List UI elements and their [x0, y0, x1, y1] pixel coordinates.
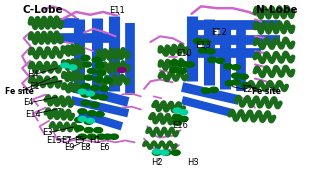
- Circle shape: [209, 87, 218, 92]
- Circle shape: [152, 150, 161, 155]
- Circle shape: [99, 95, 107, 100]
- Circle shape: [61, 63, 69, 68]
- Text: E1: E1: [30, 82, 40, 91]
- Circle shape: [186, 62, 195, 67]
- Circle shape: [232, 73, 241, 78]
- Circle shape: [198, 48, 207, 53]
- Circle shape: [232, 65, 241, 70]
- Text: E2: E2: [242, 85, 252, 94]
- Circle shape: [232, 80, 241, 85]
- Circle shape: [84, 128, 93, 133]
- Circle shape: [162, 150, 171, 155]
- Text: H2: H2: [151, 159, 163, 167]
- Text: E11: E11: [109, 5, 125, 15]
- Circle shape: [81, 83, 90, 89]
- Circle shape: [84, 119, 93, 124]
- Circle shape: [91, 85, 100, 91]
- Circle shape: [78, 116, 86, 121]
- Text: E6: E6: [99, 143, 110, 153]
- Circle shape: [91, 102, 100, 107]
- Text: E8: E8: [80, 143, 91, 153]
- Circle shape: [173, 114, 182, 120]
- Circle shape: [224, 64, 233, 69]
- Circle shape: [171, 150, 180, 155]
- Text: H4: H4: [27, 70, 39, 79]
- Circle shape: [78, 134, 87, 139]
- Circle shape: [87, 134, 96, 139]
- Circle shape: [178, 68, 187, 74]
- Circle shape: [109, 134, 118, 139]
- Circle shape: [118, 68, 126, 73]
- Circle shape: [208, 57, 217, 62]
- Circle shape: [75, 126, 84, 131]
- Text: H1: H1: [89, 136, 101, 145]
- Text: Fe site: Fe site: [4, 87, 33, 96]
- Circle shape: [95, 63, 104, 68]
- Circle shape: [201, 39, 210, 45]
- Circle shape: [201, 88, 210, 93]
- Circle shape: [100, 86, 109, 91]
- Circle shape: [173, 120, 182, 125]
- Circle shape: [92, 57, 101, 62]
- Circle shape: [84, 75, 93, 80]
- Circle shape: [152, 149, 161, 154]
- Circle shape: [240, 74, 248, 79]
- Circle shape: [78, 89, 86, 94]
- Circle shape: [97, 70, 106, 76]
- Text: E10: E10: [176, 49, 191, 58]
- Circle shape: [81, 55, 90, 60]
- Text: C-Lobe: C-Lobe: [22, 5, 63, 15]
- Circle shape: [81, 100, 90, 106]
- Circle shape: [173, 108, 182, 113]
- Text: E14: E14: [25, 110, 41, 119]
- Text: E3: E3: [42, 129, 53, 137]
- Text: Fe site: Fe site: [252, 87, 280, 96]
- Circle shape: [180, 110, 188, 115]
- Circle shape: [216, 58, 225, 63]
- Text: E5: E5: [74, 136, 85, 145]
- Circle shape: [179, 116, 188, 122]
- Circle shape: [87, 68, 96, 74]
- Circle shape: [94, 128, 103, 133]
- Circle shape: [86, 118, 94, 123]
- Circle shape: [94, 77, 103, 82]
- Circle shape: [194, 38, 202, 44]
- Circle shape: [178, 61, 187, 66]
- Circle shape: [87, 111, 96, 116]
- Circle shape: [206, 49, 215, 54]
- Text: E9: E9: [64, 143, 75, 153]
- Circle shape: [95, 112, 104, 117]
- Text: E7: E7: [61, 136, 72, 145]
- Circle shape: [78, 109, 87, 114]
- Circle shape: [86, 91, 94, 96]
- Text: E16: E16: [173, 121, 189, 130]
- Text: N-Lobe: N-Lobe: [256, 5, 298, 15]
- Text: E4: E4: [23, 98, 34, 107]
- Circle shape: [103, 78, 112, 83]
- Circle shape: [91, 94, 100, 99]
- Circle shape: [69, 65, 77, 70]
- Circle shape: [103, 134, 112, 139]
- Text: E13: E13: [195, 41, 211, 50]
- Circle shape: [97, 134, 106, 139]
- Text: E15: E15: [46, 136, 62, 145]
- Circle shape: [170, 60, 179, 65]
- Circle shape: [83, 62, 92, 67]
- Circle shape: [75, 117, 84, 122]
- Text: E12: E12: [211, 28, 226, 37]
- Circle shape: [225, 81, 234, 86]
- Circle shape: [241, 82, 250, 88]
- Circle shape: [170, 67, 179, 73]
- Circle shape: [160, 150, 169, 155]
- Text: H3: H3: [187, 159, 199, 167]
- Circle shape: [81, 92, 90, 97]
